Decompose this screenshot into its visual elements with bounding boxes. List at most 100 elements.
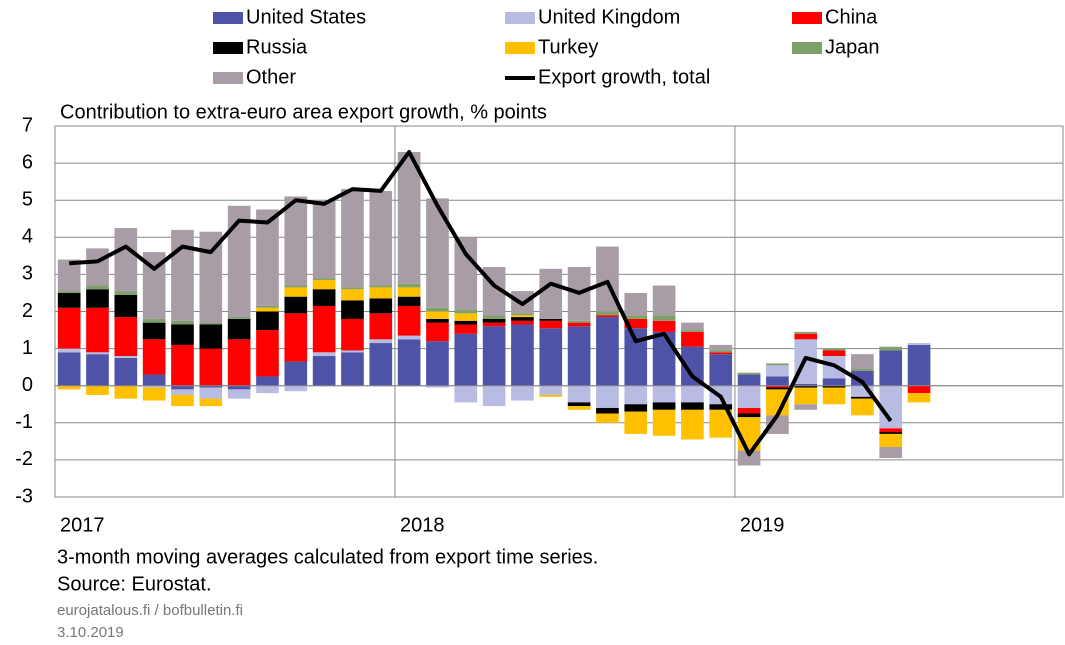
bar-segment (567, 385, 591, 403)
bar-segment (86, 285, 109, 290)
bar-segment (57, 348, 81, 353)
bar-segment (114, 385, 138, 399)
bar-segment (397, 339, 421, 386)
bar-segment (284, 361, 308, 386)
bar-segment (454, 320, 478, 325)
bar-segment (851, 354, 874, 370)
bar-segment (822, 385, 846, 388)
footer: eurojatalous.fi / bofbulletin.fi (57, 602, 243, 619)
bar-segment (171, 385, 194, 390)
bar-segment (142, 374, 166, 386)
bar-segment (199, 387, 223, 399)
bar-segment (652, 402, 676, 410)
bar-segment (907, 385, 931, 394)
bar-segment (312, 356, 336, 386)
bar-segment (652, 385, 676, 403)
bar-segment (737, 372, 761, 375)
bar-segment (766, 376, 789, 386)
bar-segment (681, 322, 704, 331)
bar-segment (879, 428, 903, 433)
bar-segment (171, 324, 194, 345)
bar-segment (766, 387, 789, 390)
legend-label: Turkey (538, 36, 598, 58)
legend-swatch (213, 42, 243, 54)
bar-segment (511, 320, 534, 325)
y-tick-label: 3 (22, 263, 33, 285)
bar-segment (256, 305, 279, 308)
bar-segment (341, 352, 364, 386)
bar-segment (86, 385, 109, 395)
x-tick-label: 2019 (740, 514, 785, 536)
bar-segment (341, 300, 364, 319)
bar-segment (397, 296, 421, 306)
legend-label: Japan (825, 36, 880, 58)
bar-segment (341, 350, 364, 353)
bar-segment (227, 205, 251, 318)
bar-segment (482, 318, 506, 323)
bar-segment (624, 411, 648, 434)
bar-segment (426, 341, 449, 386)
bar-segment (822, 387, 846, 405)
bar-segment (737, 385, 761, 408)
legend-label: Other (246, 66, 296, 88)
y-tick-label: 2 (22, 300, 33, 322)
bar-segment (709, 354, 733, 386)
bar-segment (114, 228, 138, 292)
bar-segment (511, 317, 534, 321)
bar-segment (426, 318, 449, 323)
bar-segment (142, 252, 166, 319)
bar-segment (624, 292, 648, 316)
bar-segment (879, 346, 903, 351)
bar-segment (907, 393, 931, 403)
bar-segment (851, 369, 874, 371)
bar-segment (596, 413, 619, 423)
bar-segment (312, 278, 336, 280)
bar-segment (652, 331, 676, 386)
bar-segment (567, 402, 591, 407)
bar-segment (199, 324, 223, 349)
legend-swatch (505, 42, 535, 54)
bar-segment (426, 322, 449, 342)
bar-segment (341, 318, 364, 351)
y-tick-label: 4 (22, 226, 33, 248)
legend-label: United Kingdom (538, 6, 680, 28)
bar-segment (341, 289, 364, 301)
bar-segment (851, 385, 874, 397)
legend-label: United States (246, 6, 366, 28)
bar-segment (454, 309, 478, 314)
bar-segment (539, 385, 563, 395)
bar-segment (114, 294, 138, 318)
bar-segment (681, 331, 704, 347)
bar-segment (312, 279, 336, 290)
bar-segment (596, 317, 619, 386)
bar-segment (397, 335, 421, 340)
bar-segment (737, 450, 761, 466)
bar-segment (256, 209, 279, 306)
bar-segment (794, 404, 818, 410)
bar-segment (851, 398, 874, 416)
bar-segment (227, 385, 251, 390)
bar-segment (312, 352, 336, 357)
bar-segment (652, 409, 676, 436)
bar-segment (511, 313, 534, 316)
bar-segment (227, 389, 251, 399)
bar-segment (454, 385, 478, 403)
bar-segment (227, 318, 251, 340)
bar-segment (596, 315, 619, 318)
bar-segment (142, 339, 166, 375)
bar-segment (737, 407, 761, 414)
bar-segment (171, 389, 194, 395)
bar-segment (822, 378, 846, 386)
bar-segment (624, 318, 648, 329)
bar-segment (369, 313, 393, 340)
bar-segment (284, 385, 308, 392)
bar-segment (369, 285, 393, 288)
y-tick-label: 5 (22, 188, 33, 210)
bar-segment (397, 151, 421, 284)
bar-segment (341, 287, 364, 290)
bar-segment (596, 311, 619, 316)
bar-segment (482, 326, 506, 386)
bar-segment (822, 348, 846, 351)
bar-segment (907, 343, 931, 345)
bar-segment (482, 322, 506, 327)
